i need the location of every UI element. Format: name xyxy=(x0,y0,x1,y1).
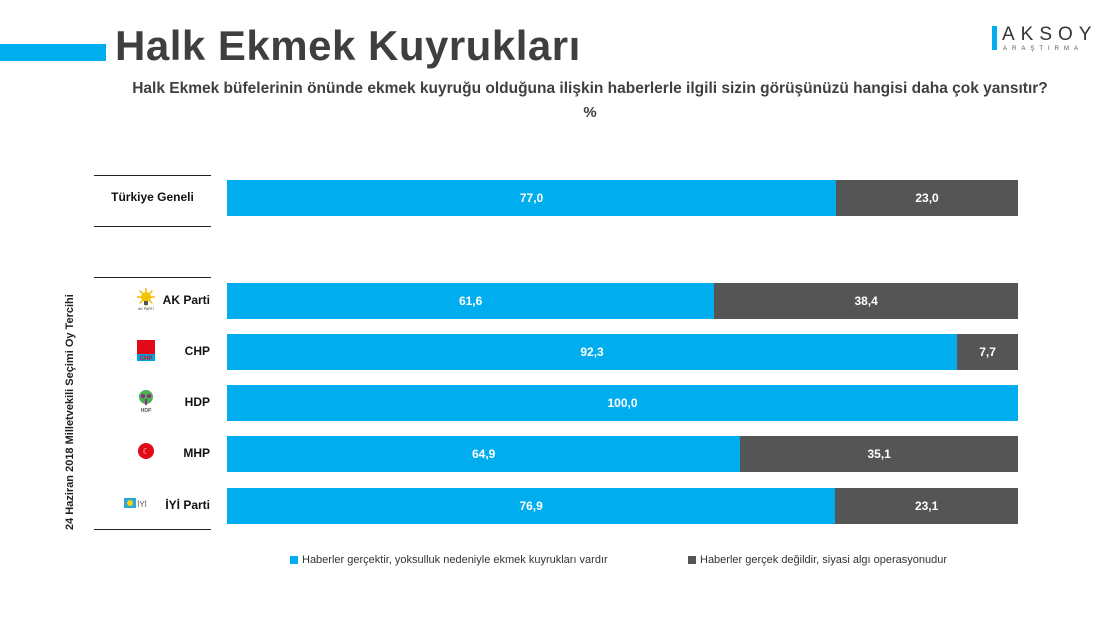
divider xyxy=(94,226,211,227)
ak-parti-logo-icon: AK PARTİ xyxy=(134,287,158,311)
aksoy-logo: AKSOY ARAŞTIRMA xyxy=(992,24,1102,56)
category-label: CHP xyxy=(184,344,210,358)
data-label: 61,6 xyxy=(458,294,483,308)
svg-text:HDP: HDP xyxy=(141,408,152,413)
bar-segment: 35,1 xyxy=(740,436,1018,472)
svg-text:☾: ☾ xyxy=(142,447,149,456)
data-label: 35,1 xyxy=(867,447,891,461)
data-label: 77,0 xyxy=(519,191,544,205)
mhp-logo-icon: ☾ xyxy=(134,440,158,464)
group-axis-label: 24 Haziran 2018 Milletvekili Seçimi Oy T… xyxy=(64,294,76,530)
legend-item-true: Haberler gerçektir, yoksulluk nedeniyle … xyxy=(290,554,608,566)
category-label: İYİ Parti xyxy=(165,498,210,512)
data-label: 38,4 xyxy=(854,294,878,308)
data-label: 7,7 xyxy=(979,345,996,359)
hdp-logo-icon: HDP xyxy=(134,389,158,414)
svg-text:AK PARTİ: AK PARTİ xyxy=(138,306,154,311)
divider xyxy=(94,277,211,278)
data-label: 100,0 xyxy=(607,396,638,410)
bar-segment: 100,0 xyxy=(227,385,1018,421)
accent-bar xyxy=(0,44,106,61)
iyi-parti-logo-icon: İYİ xyxy=(124,492,148,516)
svg-text:İYİ: İYİ xyxy=(137,500,147,509)
legend-swatch xyxy=(290,556,298,564)
data-label: 23,0 xyxy=(915,191,939,205)
legend-swatch xyxy=(688,556,696,564)
bar-segment: 23,1 xyxy=(835,488,1018,524)
bar-segment: 23,0 xyxy=(836,180,1018,216)
bar-segment: 76,9 xyxy=(227,488,836,524)
legend-item-false: Haberler gerçek değildir, siyasi algı op… xyxy=(688,554,947,566)
chp-logo-icon: CHP xyxy=(134,338,158,362)
category-label: Türkiye Geneli xyxy=(111,190,194,204)
data-label: 23,1 xyxy=(914,499,939,513)
svg-text:CHP: CHP xyxy=(140,356,153,362)
survey-question: Halk Ekmek büfelerinin önünde ekmek kuyr… xyxy=(132,80,1048,97)
legend-label: Haberler gerçek değildir, siyasi algı op… xyxy=(700,554,948,566)
category-label: HDP xyxy=(184,395,210,409)
bar-segment: 92,3 xyxy=(227,334,958,370)
bar-segment: 7,7 xyxy=(957,334,1018,370)
bar-segment: 77,0 xyxy=(227,180,837,216)
category-label: AK Parti xyxy=(162,293,210,307)
bar-segment: 38,4 xyxy=(714,283,1018,319)
page-title: Halk Ekmek Kuyrukları xyxy=(115,22,581,69)
unit-label: % xyxy=(583,104,597,121)
divider xyxy=(94,175,211,176)
bar-segment: 61,6 xyxy=(227,283,715,319)
divider xyxy=(94,529,211,530)
category-label: MHP xyxy=(183,446,210,460)
data-label: 76,9 xyxy=(519,499,543,513)
data-label: 92,3 xyxy=(580,345,604,359)
data-label: 64,9 xyxy=(471,447,496,461)
legend-label: Haberler gerçektir, yoksulluk nedeniyle … xyxy=(302,554,608,566)
bar-segment: 64,9 xyxy=(227,436,741,472)
